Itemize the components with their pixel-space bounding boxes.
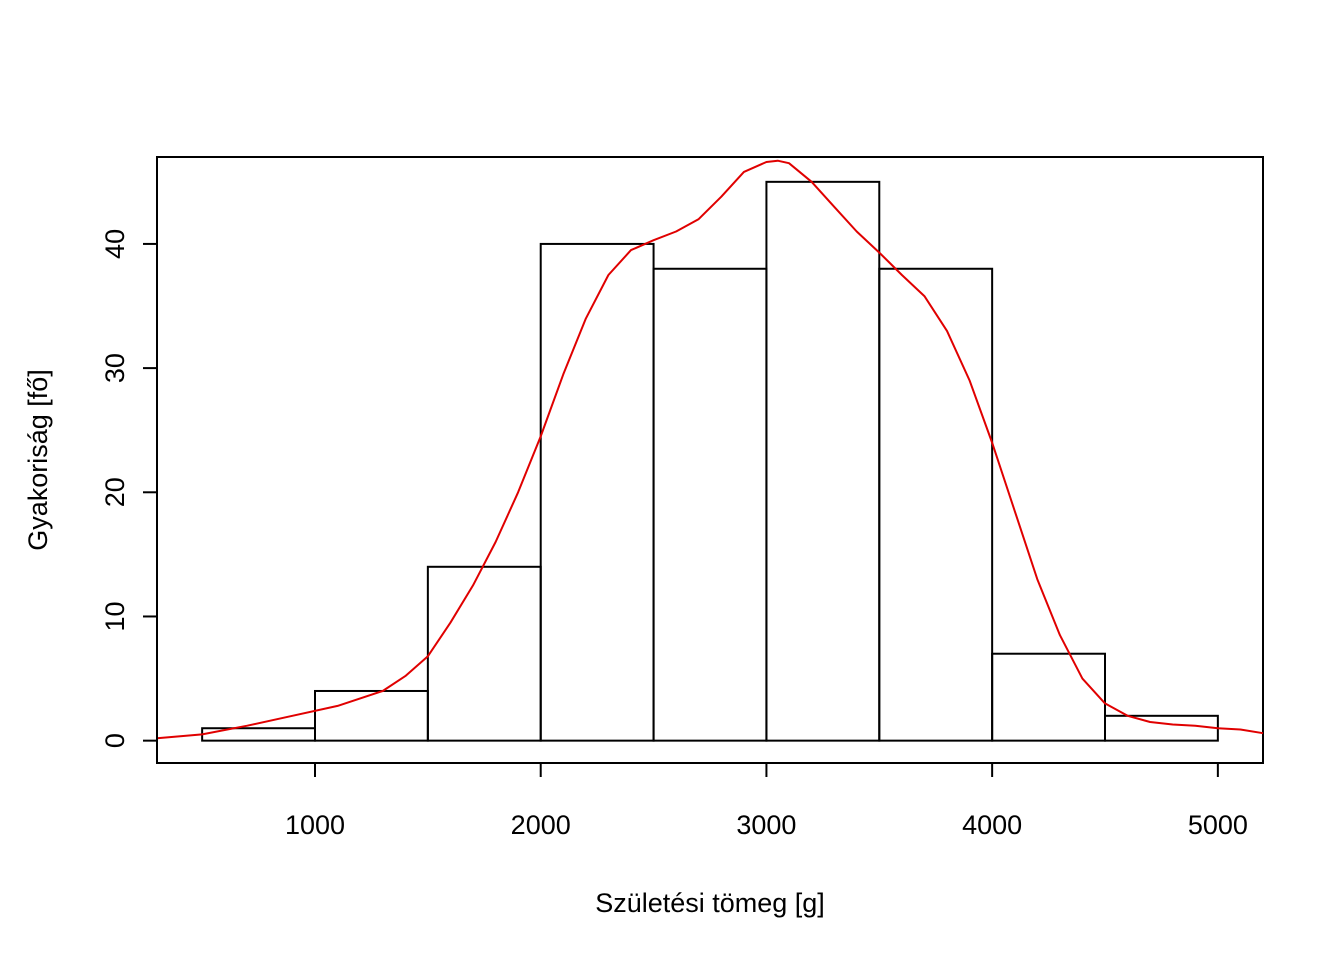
y-axis: 0 10 20 30 40 (100, 229, 158, 748)
histogram-bar-3 (539, 242, 655, 742)
y-tick-label: 40 (100, 229, 130, 259)
histogram-bar-1 (314, 689, 429, 742)
x-tick-label: 4000 (962, 810, 1022, 840)
x-tick-label: 5000 (1188, 810, 1248, 840)
density-curve (156, 159, 1264, 740)
y-tick-label: 10 (100, 601, 130, 631)
y-tick-label: 20 (100, 477, 130, 507)
histogram-bar-8 (1104, 714, 1219, 742)
x-tick-label: 2000 (511, 810, 571, 840)
histogram-bar-5 (765, 180, 881, 742)
histogram-bar-4 (652, 267, 768, 742)
x-tick-label: 1000 (285, 810, 345, 840)
histogram-bars (201, 180, 1219, 742)
y-tick-label: 0 (100, 733, 130, 748)
histogram-bar-7 (991, 652, 1107, 742)
histogram-bar-0 (201, 727, 316, 742)
x-axis-label: Születési tömeg [g] (595, 888, 825, 918)
x-axis: 1000 2000 3000 4000 5000 (285, 762, 1248, 840)
plot-frame (156, 156, 1264, 764)
x-tick-label: 3000 (736, 810, 796, 840)
y-tick-label: 30 (100, 353, 130, 383)
density-curve-group (156, 159, 1264, 740)
histogram-bar-2 (426, 565, 542, 742)
histogram-bar-6 (878, 267, 994, 742)
y-axis-label: Gyakoriság [fő] (23, 369, 53, 551)
